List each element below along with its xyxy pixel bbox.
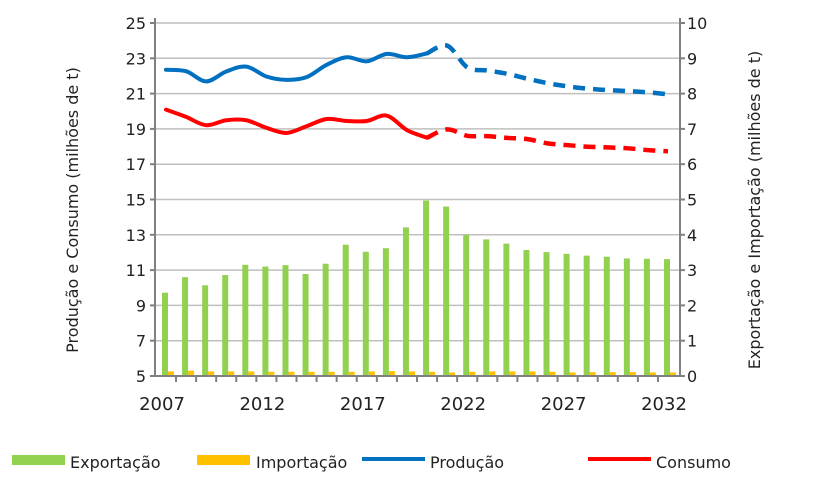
- bar-exportação: [603, 256, 610, 376]
- line-consumo-projection: [426, 127, 669, 154]
- legend-label-produção: Produção: [430, 453, 504, 472]
- legend-label-consumo: Consumo: [656, 453, 731, 472]
- bar-importação: [388, 371, 395, 376]
- y-left-tick-label: 11: [126, 261, 146, 280]
- bars: [162, 200, 676, 376]
- bar-importação: [469, 371, 476, 376]
- y-axis-left-title: Produção e Consumo (milhões de t): [63, 67, 82, 353]
- y-right-tick-label: 8: [687, 85, 697, 104]
- bar-importação: [589, 372, 596, 376]
- bar-exportação: [443, 206, 450, 376]
- x-tick-label: 2027: [541, 394, 587, 415]
- legend-swatch-importação: [197, 455, 250, 465]
- y-right-tick-label: 6: [687, 155, 697, 174]
- bar-importação: [168, 371, 174, 376]
- bar-exportação: [262, 266, 269, 376]
- y-left-tick-label: 7: [136, 332, 146, 351]
- bar-importação: [489, 371, 496, 376]
- y-right-tick-label: 1: [687, 332, 697, 351]
- bar-exportação: [222, 275, 229, 376]
- bar-importação: [308, 371, 315, 376]
- legend: Exportação Importação Produção Consumo: [12, 453, 731, 472]
- bar-exportação: [382, 248, 389, 376]
- y-left-tick-label: 13: [126, 226, 146, 245]
- bar-exportação: [664, 259, 670, 376]
- y-left-tick-label: 25: [126, 14, 146, 33]
- x-tick-label: 2017: [340, 394, 386, 415]
- line-produção-historical: [164, 51, 430, 84]
- bar-importação: [228, 371, 235, 376]
- y-right-tick-label: 3: [687, 261, 697, 280]
- bar-importação: [429, 371, 436, 376]
- bar-importação: [629, 372, 636, 376]
- bar-exportação: [583, 255, 590, 376]
- y-left-tick-label: 21: [126, 85, 146, 104]
- y-right-tick-label: 4: [687, 226, 697, 245]
- y-left-tick-label: 15: [126, 191, 146, 210]
- legend-swatch-exportação: [12, 455, 65, 465]
- bar-importação: [328, 371, 335, 376]
- y-right-tick-label: 10: [687, 14, 707, 33]
- bar-importação: [509, 371, 516, 376]
- y-right-tick-label: 0: [687, 367, 697, 386]
- y-left-tick-label: 5: [136, 367, 146, 386]
- bar-exportação: [242, 264, 249, 376]
- bar-exportação: [302, 273, 309, 376]
- bar-importação: [348, 371, 355, 376]
- bar-exportação: [463, 235, 470, 376]
- y-left-tick-label: 17: [126, 155, 146, 174]
- bar-exportação: [523, 249, 530, 376]
- line-consumo-historical: [164, 107, 430, 140]
- x-tick-label: 2022: [440, 394, 486, 415]
- bar-importação: [208, 371, 215, 376]
- y-left-tick-label: 19: [126, 120, 146, 139]
- x-tick-label: 2012: [239, 394, 285, 415]
- bar-exportação: [423, 200, 430, 376]
- bar-importação: [569, 372, 576, 376]
- legend-label-exportação: Exportação: [70, 453, 161, 472]
- y-right-tick-label: 7: [687, 120, 697, 139]
- y-right-tick-label: 2: [687, 296, 697, 315]
- y-axis-right-title: Exportação e Importação (milhões de t): [745, 51, 764, 369]
- bar-importação: [670, 372, 676, 376]
- bar-importação: [188, 370, 195, 376]
- line-produção-projection: [426, 42, 669, 97]
- bar-exportação: [342, 244, 349, 376]
- bar-importação: [268, 371, 275, 376]
- bar-importação: [609, 372, 616, 376]
- bar-exportação: [643, 258, 650, 376]
- bar-importação: [549, 371, 556, 376]
- bar-exportação: [623, 258, 630, 376]
- y-right-tick-label: 9: [687, 49, 697, 68]
- bar-importação: [649, 372, 656, 376]
- bar-exportação: [543, 252, 550, 376]
- y-left-tick-label: 9: [136, 296, 146, 315]
- bar-exportação: [202, 285, 209, 376]
- bar-exportação: [402, 227, 409, 376]
- bar-exportação: [162, 292, 168, 376]
- bar-exportação: [503, 243, 510, 376]
- x-tick-label: 2032: [641, 394, 687, 415]
- x-tick-label: 2007: [139, 394, 185, 415]
- bar-importação: [529, 371, 536, 376]
- bar-importação: [408, 371, 415, 376]
- lines: [164, 42, 669, 154]
- bar-exportação: [563, 253, 570, 376]
- bar-exportação: [182, 277, 189, 376]
- bar-importação: [449, 372, 456, 376]
- bar-importação: [368, 371, 375, 376]
- y-left-tick-label: 23: [126, 49, 146, 68]
- bar-exportação: [362, 251, 369, 376]
- bar-exportação: [483, 239, 490, 376]
- bar-exportação: [282, 265, 289, 376]
- bar-importação: [248, 371, 255, 376]
- bar-exportação: [322, 263, 329, 376]
- y-right-tick-label: 5: [687, 191, 697, 210]
- legend-label-importação: Importação: [256, 453, 347, 472]
- bar-importação: [288, 371, 295, 376]
